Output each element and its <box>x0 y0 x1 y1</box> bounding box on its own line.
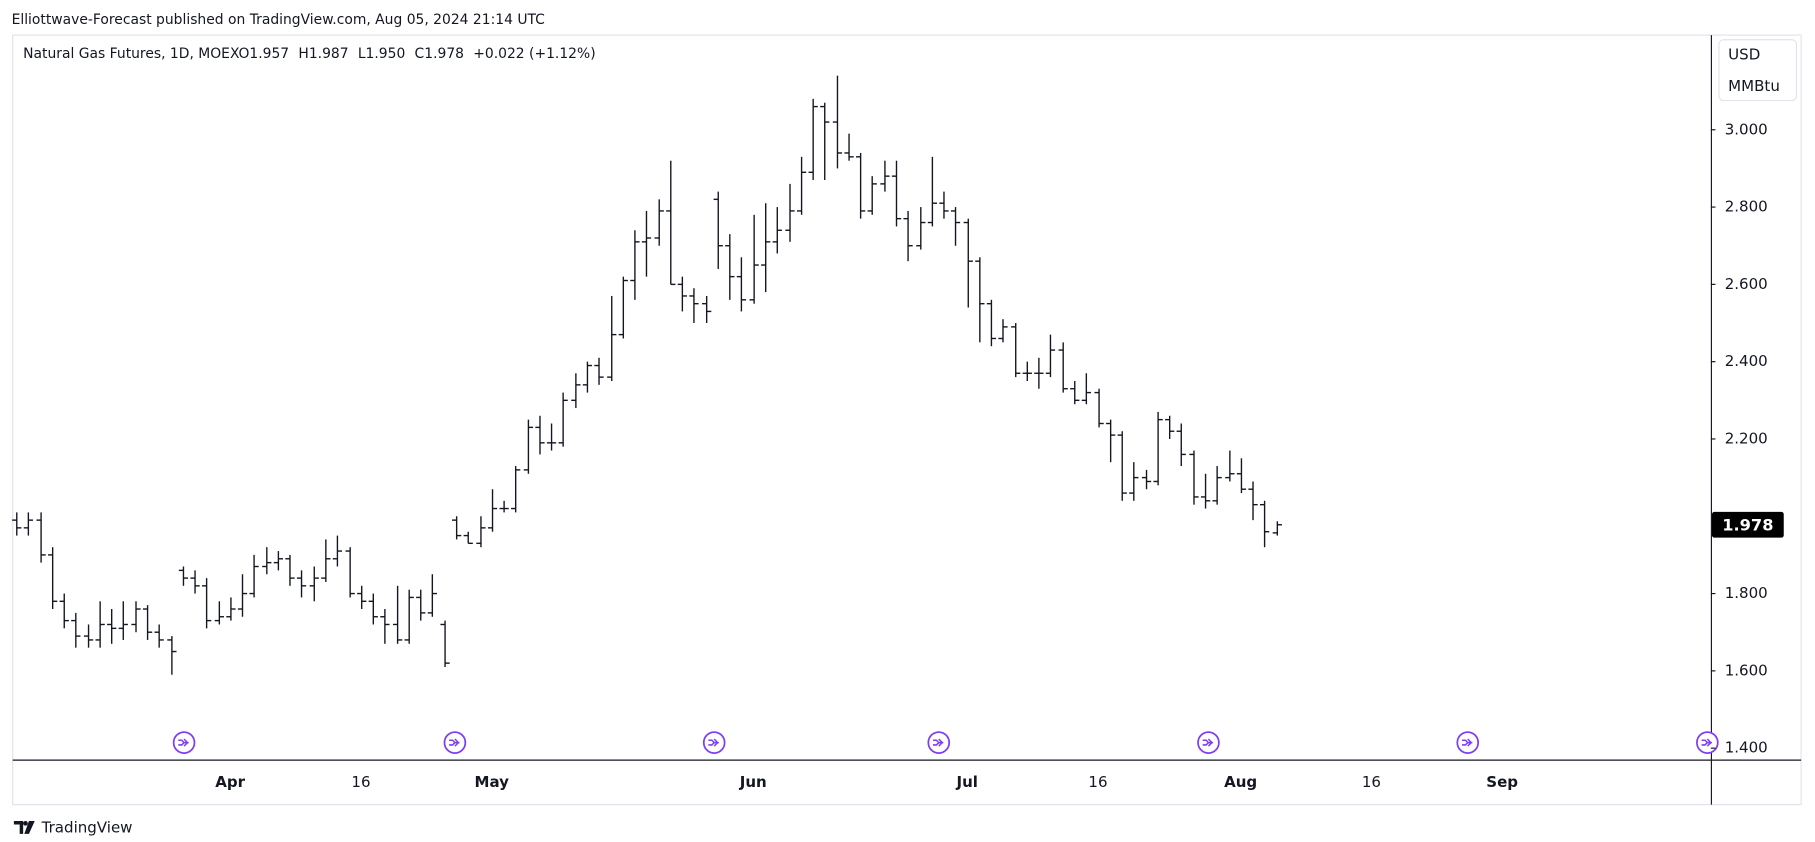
y-tick-label: 2.600 <box>1725 275 1768 293</box>
x-tick-label: Jul <box>956 773 978 791</box>
legend-value: L1.950 <box>358 46 405 62</box>
x-tick-label: 16 <box>1362 773 1381 791</box>
event-icon-arrow <box>932 738 944 747</box>
event-icons <box>172 731 1719 754</box>
event-icon-arrow <box>178 738 189 747</box>
event-icon-arrow <box>1202 738 1214 747</box>
legend-value: +0.022 (+1.12%) <box>473 46 595 62</box>
event-icon-arrow <box>708 738 719 747</box>
last-price-label: 1.978 <box>1722 515 1773 534</box>
published-line: Elliottwave-Forecast published on Tradin… <box>12 12 545 28</box>
y-tick-label: 2.400 <box>1725 352 1768 370</box>
x-tick-label: 16 <box>1088 773 1107 791</box>
legend-value: H1.987 <box>298 46 348 62</box>
legend-value: O1.957 <box>238 46 289 62</box>
unit: MMBtu <box>1728 77 1780 95</box>
x-tick-label: Aug <box>1224 773 1257 791</box>
footer-brand: TradingView <box>41 818 133 836</box>
y-tick-label: 1.600 <box>1725 661 1768 679</box>
y-tick-label: 2.200 <box>1725 429 1768 447</box>
x-tick-label: May <box>474 773 509 791</box>
x-tick-label: Jun <box>739 773 767 791</box>
event-icon-arrow <box>1461 738 1473 747</box>
event-icon-arrow <box>1701 738 1712 747</box>
last-price-box <box>1711 511 1784 538</box>
x-tick-label: 16 <box>351 773 370 791</box>
currency: USD <box>1728 45 1760 63</box>
legend-value: C1.978 <box>415 46 464 62</box>
y-tick-label: 1.400 <box>1725 739 1768 757</box>
event-icon-arrow <box>449 738 460 747</box>
x-tick-label: Apr <box>215 773 245 791</box>
y-tick-label: 1.800 <box>1725 584 1768 602</box>
y-tick-label: 3.000 <box>1725 120 1768 138</box>
x-tick-label: Sep <box>1486 773 1518 791</box>
tradingview-logo <box>13 820 35 834</box>
ohlc-legend: O1.957 H1.987 L1.950 C1.978 +0.022 (+1.12%) <box>238 46 595 62</box>
y-tick-label: 2.800 <box>1725 198 1768 216</box>
chart-frame <box>12 34 1802 806</box>
currency-box[interactable] <box>1718 39 1798 102</box>
symbol-title: Natural Gas Futures, 1D, MOEX <box>23 46 240 62</box>
